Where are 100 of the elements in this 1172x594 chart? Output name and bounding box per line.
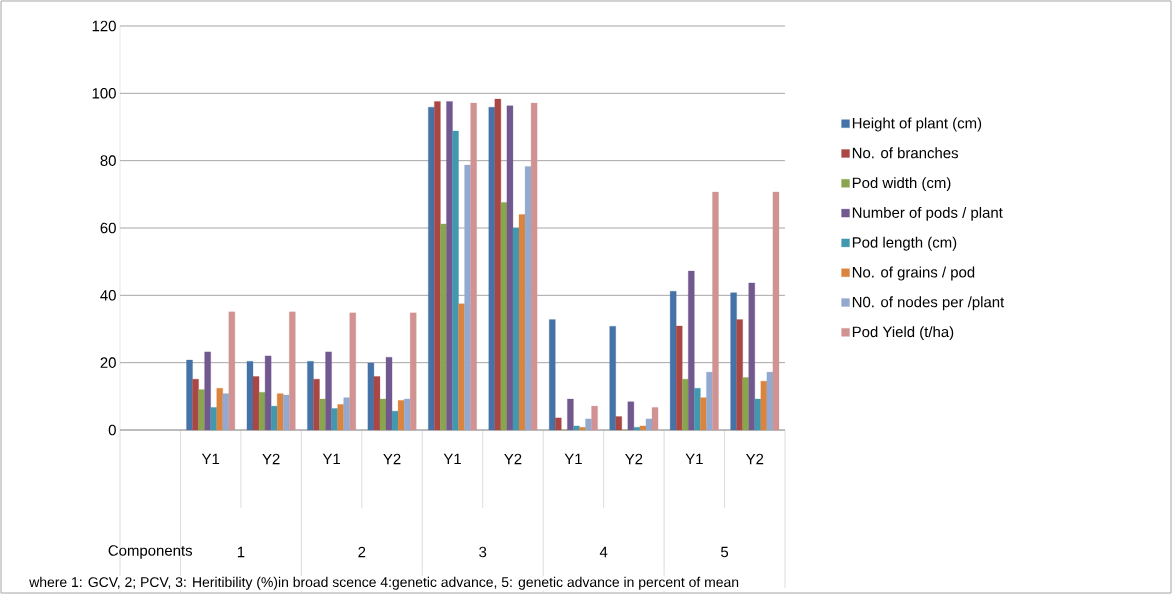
bar [343, 397, 350, 431]
bar [500, 202, 508, 431]
legend-label: Number of pods / plant [852, 206, 1003, 221]
bar [319, 398, 326, 431]
bar [518, 214, 526, 431]
legend-label: No. of branches [852, 147, 958, 159]
legend-label: Pod Yield (t/ha) [852, 326, 954, 341]
x-tick-label: Y1 [201, 453, 220, 465]
bar [760, 381, 768, 431]
x-tick-label: Y2 [504, 453, 522, 465]
bar [494, 98, 502, 431]
y-tick-label: 120 [92, 20, 116, 32]
bar [669, 291, 677, 431]
x-tick-label: Y2 [625, 453, 643, 465]
bar [706, 371, 713, 431]
bar [397, 400, 405, 431]
bar [283, 394, 290, 431]
bar [373, 376, 381, 431]
bar [391, 410, 399, 431]
bar [252, 376, 260, 431]
bar [549, 319, 556, 431]
bar [379, 398, 387, 431]
bar [337, 404, 344, 431]
bar [289, 311, 296, 431]
text: 5 [720, 546, 729, 558]
bar [700, 397, 707, 431]
bar [585, 418, 592, 431]
x-tick-label: Y1 [322, 453, 340, 465]
bar [579, 427, 586, 431]
bar [192, 379, 199, 431]
y-tick-label: 0 [108, 424, 116, 436]
bar [555, 417, 562, 431]
bar [367, 362, 375, 431]
bar [198, 389, 205, 431]
bar [246, 361, 254, 431]
bar [736, 319, 743, 431]
bar [615, 416, 622, 431]
bar [524, 166, 532, 431]
bar [488, 106, 495, 431]
bar [645, 418, 653, 431]
x-tick-label: Y1 [564, 453, 582, 465]
bar [434, 101, 441, 431]
bar [748, 282, 755, 431]
bar [766, 371, 774, 431]
bar [446, 101, 453, 431]
y-tick-label: 80 [100, 155, 116, 166]
bar [307, 361, 314, 431]
x-tick-label: Y1 [443, 453, 461, 465]
legend-label: N0. of nodes per /plant [852, 296, 1005, 311]
bar [440, 223, 447, 431]
text: Components [108, 545, 193, 559]
bar [403, 398, 411, 431]
bar [464, 164, 471, 431]
bar [470, 102, 477, 431]
bar [325, 351, 332, 431]
bar [313, 379, 320, 431]
bar [772, 191, 780, 431]
bar [730, 292, 737, 431]
y-tick-label: 100 [92, 88, 116, 99]
x-tick-label: Y1 [685, 453, 703, 465]
bar [609, 326, 616, 431]
text: 2 [358, 546, 366, 558]
x-tick-label: Y2 [383, 453, 401, 465]
text: where 1: GCV, 2; PCV, 3: Heritibility (%)in broad scence 4:genetic advance, 5: genetic advance in percent of mean [29, 576, 739, 590]
bar [627, 401, 635, 431]
x-tick-label: Y2 [262, 453, 280, 465]
x-tick-label: Y2 [745, 453, 764, 465]
bar [530, 102, 538, 431]
bar [694, 388, 701, 431]
bar [651, 407, 659, 431]
legend-label: Pod width (cm) [852, 177, 951, 192]
bar [277, 393, 284, 431]
bar [428, 106, 435, 431]
bar [331, 408, 338, 431]
bar [264, 355, 272, 431]
bar [458, 303, 465, 431]
legend-label: Pod length (cm) [852, 236, 957, 251]
bar [385, 357, 393, 431]
y-tick-label: 40 [100, 290, 116, 301]
bar [216, 388, 223, 431]
bar [742, 377, 749, 431]
bar [186, 359, 193, 431]
bar [222, 393, 229, 431]
bar [258, 392, 266, 431]
bar [410, 312, 417, 431]
bar [688, 270, 695, 431]
bar [676, 325, 683, 431]
bar [712, 191, 719, 431]
text: 4 [599, 546, 608, 558]
bar [682, 379, 689, 431]
bar [452, 130, 459, 431]
bar [591, 405, 598, 431]
bar [349, 312, 356, 431]
y-tick-label: 60 [100, 222, 116, 234]
bar [754, 398, 761, 431]
bar [506, 105, 514, 431]
bar [270, 405, 278, 431]
legend-label: Height of plant (cm) [852, 117, 982, 132]
bar [639, 425, 647, 431]
bar [228, 311, 236, 431]
